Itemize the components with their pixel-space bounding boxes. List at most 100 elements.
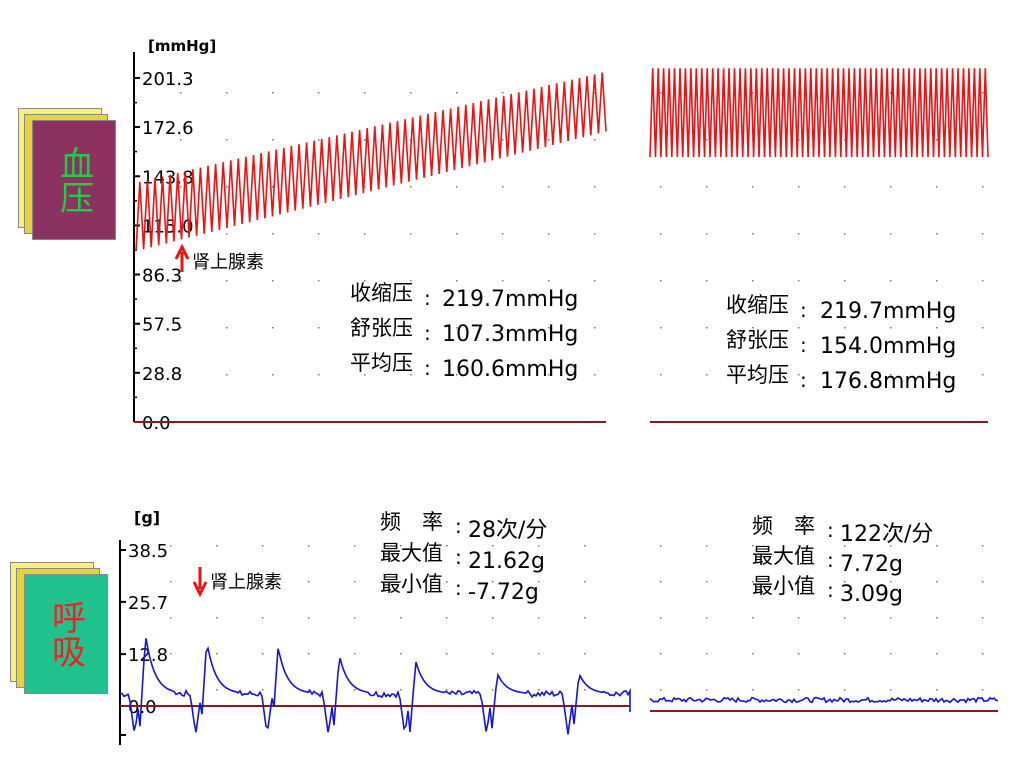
grid-dot <box>272 186 274 188</box>
grid-dot <box>180 139 182 141</box>
grid-dot <box>548 327 550 329</box>
grid-dot <box>660 233 662 235</box>
grid-dot <box>594 327 596 329</box>
bp-stat-label: 舒张压 <box>350 316 413 340</box>
grid-dot <box>226 92 228 94</box>
resp-stat-label: 频 率 <box>380 510 443 534</box>
grid-dot <box>890 617 892 619</box>
grid-dot <box>410 280 412 282</box>
bp-stat-colon: : <box>424 356 431 380</box>
grid-dot <box>706 689 708 691</box>
grid-dot <box>890 233 892 235</box>
grid-dot <box>844 653 846 655</box>
grid-dot <box>354 617 356 619</box>
grid-dot <box>364 92 366 94</box>
grid-dot <box>226 139 228 141</box>
grid-dot <box>400 581 402 583</box>
grid-dot <box>170 617 172 619</box>
grid-dot <box>982 233 984 235</box>
grid-dot <box>318 233 320 235</box>
grid-dot <box>890 280 892 282</box>
bp-stat-value: 219.7mmHg <box>820 299 956 324</box>
bp-stat-colon: : <box>424 321 431 345</box>
grid-dot <box>170 653 172 655</box>
grid-dot <box>890 581 892 583</box>
bp-stat-colon: : <box>800 298 807 322</box>
grid-dot <box>538 617 540 619</box>
bp-y-tick-label: 86.3 <box>142 266 182 287</box>
grid-dot <box>752 327 754 329</box>
grid-dot <box>798 233 800 235</box>
grid-dot <box>890 545 892 547</box>
resp-stat-value: -7.72g <box>468 580 539 605</box>
grid-dot <box>584 689 586 691</box>
grid-dot <box>594 280 596 282</box>
grid-dot <box>354 689 356 691</box>
bp-stat-value: 154.0mmHg <box>820 334 956 359</box>
resp-stat-colon: : <box>455 545 462 569</box>
grid-dot <box>456 327 458 329</box>
grid-dot <box>262 545 264 547</box>
grid-dot <box>492 617 494 619</box>
grid-dot <box>594 139 596 141</box>
grid-dot <box>936 327 938 329</box>
resp-series-after <box>649 696 999 704</box>
grid-dot <box>890 92 892 94</box>
bp-stat-label: 舒张压 <box>726 328 789 352</box>
grid-dot <box>548 374 550 376</box>
grid-dot <box>400 545 402 547</box>
bp-unit-label: [mmHg] <box>148 37 216 55</box>
grid-dot <box>844 327 846 329</box>
grid-dot <box>844 280 846 282</box>
grid-dot <box>502 233 504 235</box>
grid-dot <box>798 653 800 655</box>
resp-y-tick-label: 12.8 <box>128 645 168 666</box>
grid-dot <box>844 139 846 141</box>
grid-dot <box>752 581 754 583</box>
grid-dot <box>262 689 264 691</box>
grid-dot <box>180 280 182 282</box>
grid-dot <box>502 327 504 329</box>
grid-dot <box>272 280 274 282</box>
resp-stat-colon: : <box>827 548 834 572</box>
grid-dot <box>502 374 504 376</box>
bp-stat-colon: : <box>800 333 807 357</box>
grid-dot <box>752 653 754 655</box>
bp-y-tick-label: 28.8 <box>142 364 182 385</box>
grid-dot <box>410 186 412 188</box>
grid-dot <box>844 374 846 376</box>
grid-dot <box>180 374 182 376</box>
grid-dot <box>982 689 984 691</box>
grid-dot <box>660 186 662 188</box>
bp-stat-label: 收缩压 <box>350 281 413 305</box>
bp-stat-label: 收缩压 <box>726 293 789 317</box>
grid-dot <box>660 617 662 619</box>
grid-dot <box>982 280 984 282</box>
grid-dot <box>752 92 754 94</box>
grid-dot <box>936 581 938 583</box>
bp-y-tick-label: 57.5 <box>142 315 182 336</box>
grid-dot <box>936 374 938 376</box>
grid-dot <box>844 617 846 619</box>
grid-dot <box>890 374 892 376</box>
grid-dot <box>410 374 412 376</box>
grid-dot <box>226 186 228 188</box>
grid-dot <box>660 653 662 655</box>
grid-dot <box>798 280 800 282</box>
grid-dot <box>272 327 274 329</box>
grid-dot <box>936 617 938 619</box>
grid-dot <box>594 186 596 188</box>
bp-grid-left <box>180 92 596 376</box>
grid-dot <box>180 186 182 188</box>
resp-stat-value: 122次/分 <box>840 522 933 547</box>
grid-dot <box>660 92 662 94</box>
resp-y-tick-label: 38.5 <box>128 541 168 562</box>
grid-dot <box>798 327 800 329</box>
resp-stat-colon: : <box>827 578 834 602</box>
grid-dot <box>982 617 984 619</box>
grid-dot <box>890 186 892 188</box>
resp-stat-label: 最小值 <box>752 574 815 598</box>
grid-dot <box>456 233 458 235</box>
resp-y-tick-label: 0.0 <box>128 697 157 718</box>
